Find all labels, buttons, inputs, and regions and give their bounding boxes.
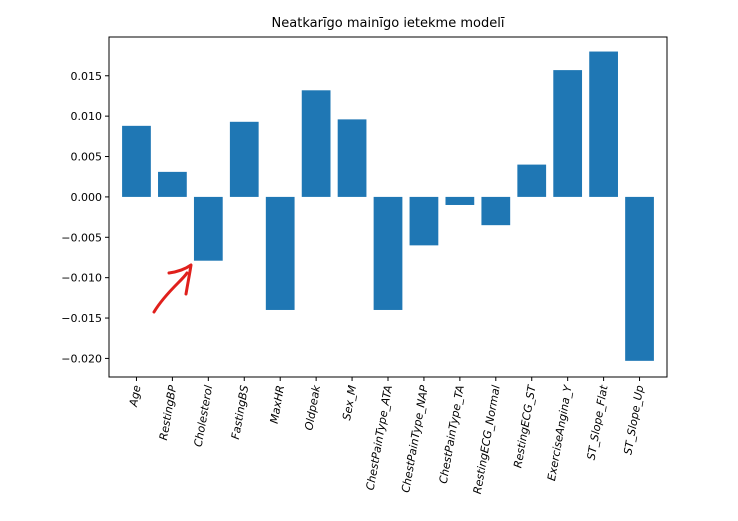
bar-chestpaintype-nap — [409, 196, 439, 246]
bar-st-slope-up — [625, 196, 654, 361]
x-tick-label: ChestPainType_TA — [437, 384, 467, 484]
bar-cholesterol — [193, 196, 223, 261]
chart-title: Neatkarīgo mainīgo ietekme modelī — [272, 16, 505, 31]
y-tick-label: 0.000 — [71, 191, 103, 204]
bar-restingecg-st — [517, 164, 547, 197]
x-axis: Age RestingBP Cholesterol FastingBS MaxHR Old… — [127, 377, 646, 495]
red-arrow-annotation — [152, 263, 193, 314]
plot-area — [108, 36, 668, 378]
x-tick-label: Age — [127, 384, 144, 408]
y-tick-label: −0.020 — [61, 352, 102, 365]
bar-restingbp — [158, 171, 187, 197]
y-tick-label: −0.010 — [61, 272, 102, 285]
bar-chestpaintype-ata — [373, 196, 403, 310]
y-tick-label: −0.005 — [61, 231, 102, 244]
x-tick-label: RestingECG_ST — [511, 383, 539, 469]
bar-restingecg-normal — [481, 196, 511, 226]
y-tick-label: 0.010 — [71, 110, 103, 123]
x-tick-label: ChestPainType_NAP — [399, 384, 431, 494]
x-tick-label: MaxHR — [268, 384, 288, 424]
y-tick-label: 0.015 — [71, 70, 103, 83]
bar-age — [122, 125, 151, 197]
x-tick-label: Oldpeak — [302, 384, 323, 432]
y-tick-label: −0.015 — [61, 312, 102, 325]
x-tick-label: FastingBS — [229, 384, 251, 440]
bar-exerciseangina-y — [553, 70, 583, 197]
x-tick-label: RestingBP — [157, 384, 180, 441]
bar-maxhr — [265, 196, 295, 310]
bar-sex-m — [337, 119, 367, 197]
x-tick-label: Cholesterol — [192, 384, 216, 448]
bar-chestpaintype-ta — [445, 196, 475, 205]
y-axis: 0.015 0.010 0.005 0.000 −0.005 −0.010 −0.015 −0… — [61, 70, 109, 365]
x-tick-label: ST_Slope_Flat — [585, 384, 611, 461]
x-tick-label: Sex_M — [340, 384, 359, 421]
x-tick-label: RestingECG_Normal — [471, 384, 503, 495]
x-tick-label: ST_Slope_Up — [621, 384, 646, 455]
bar-oldpeak — [301, 90, 331, 197]
bar-fastingbs — [229, 121, 259, 197]
bar-st-slope-flat — [589, 51, 618, 197]
y-tick-label: 0.005 — [71, 151, 103, 164]
x-tick-label: ExerciseAngina_Y — [545, 383, 575, 482]
x-tick-label: ChestPainType_ATA — [364, 384, 395, 491]
